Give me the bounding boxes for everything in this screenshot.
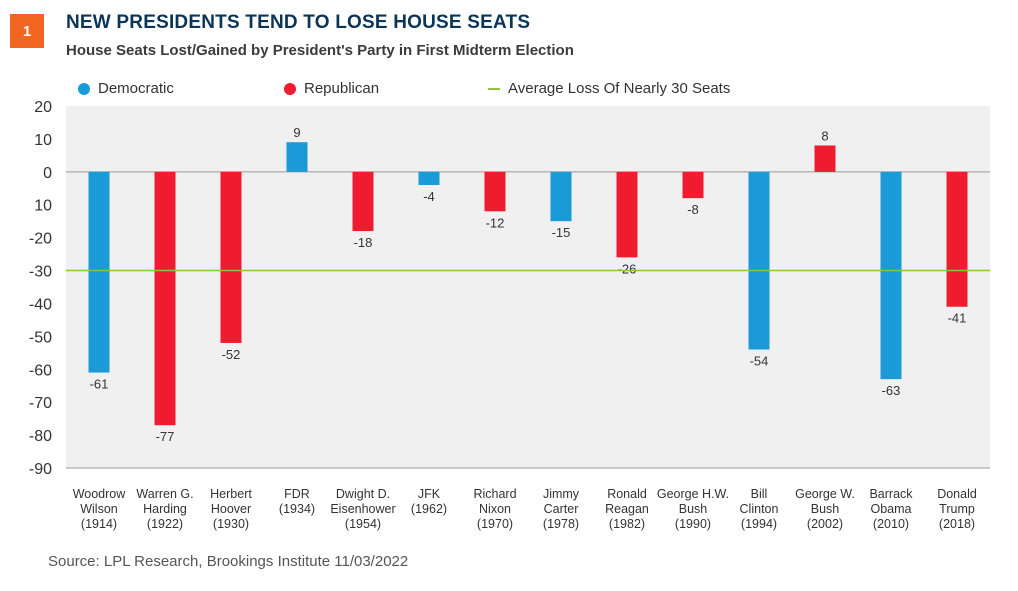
data-label-3: -52: [222, 347, 241, 362]
data-label-10: -8: [687, 202, 699, 217]
bar-5: [352, 171, 374, 232]
x-tick-label-12: George W. Bush (2002): [795, 487, 855, 531]
y-tick-label: 0: [43, 165, 52, 182]
legend-item-average: Average Loss Of Nearly 30 Seats: [488, 80, 730, 97]
y-tick-label: -40: [29, 296, 52, 313]
legend-label-average: Average Loss Of Nearly 30 Seats: [508, 80, 731, 97]
y-tick-label: 10: [34, 198, 52, 215]
legend-swatch-democratic: [78, 82, 90, 95]
legend-item-republican: Republican: [284, 80, 379, 97]
x-tick-label-3: Herbert Hoover (1930): [210, 487, 252, 531]
y-tick-label: -30: [29, 264, 52, 281]
bar-2: [154, 171, 176, 426]
data-label-12: 8: [821, 128, 828, 143]
data-label-4: 9: [293, 125, 300, 140]
x-tick-label-13: Barrack Obama (2010): [869, 487, 913, 531]
chart-title: NEW PRESIDENTS TEND TO LOSE HOUSE SEATS: [66, 12, 531, 33]
data-label-11: -54: [750, 354, 769, 369]
legend-item-democratic: Democratic: [78, 80, 174, 97]
legend-label-republican: Republican: [304, 80, 380, 97]
bar-14: [946, 171, 968, 307]
x-tick-label-7: Richard Nixon (1970): [473, 487, 516, 531]
bar-4: [286, 142, 308, 172]
y-tick-label: -60: [29, 362, 52, 379]
bar-11: [748, 171, 770, 350]
data-label-2: -77: [156, 429, 175, 444]
chart-subtitle: House Seats Lost/Gained by President's P…: [66, 42, 574, 59]
x-tick-label-9: Ronald Reagan (1982): [605, 487, 649, 531]
legend: Democratic Republican Average Loss Of Ne…: [0, 80, 1018, 100]
bar-13: [880, 171, 902, 380]
y-tick-label: 10: [34, 132, 52, 149]
data-label-5: -18: [354, 235, 373, 250]
y-tick-label: -50: [29, 329, 52, 346]
bar-10: [682, 171, 704, 199]
bar-1: [88, 171, 110, 373]
x-tick-label-8: Jimmy Carter (1978): [543, 487, 580, 531]
bar-9: [616, 171, 638, 258]
x-tick-label-14: Donald Trump (2018): [937, 487, 977, 531]
data-label-8: -15: [552, 225, 571, 240]
y-tick-label: 20: [34, 99, 52, 116]
legend-swatch-republican: [284, 82, 296, 95]
bar-8: [550, 171, 572, 222]
data-label-7: -12: [486, 215, 505, 230]
data-label-13: -63: [882, 383, 901, 398]
x-tick-label-2: Warren G. Harding (1922): [136, 487, 193, 531]
bar-12: [814, 145, 836, 172]
data-label-1: -61: [90, 377, 109, 392]
x-tick-label-1: Woodrow Wilson (1914): [73, 487, 127, 531]
source-note: Source: LPL Research, Brookings Institut…: [48, 553, 409, 570]
x-tick-label-6: JFK (1962): [411, 487, 447, 516]
bar-7: [484, 171, 506, 212]
y-tick-label: -90: [29, 461, 52, 478]
legend-swatch-average: [488, 83, 500, 95]
y-tick-label: -70: [29, 395, 52, 412]
data-label-9: -26: [618, 261, 637, 276]
legend-label-democratic: Democratic: [98, 80, 174, 97]
y-tick-label: -20: [29, 231, 52, 248]
bar-6: [418, 171, 440, 185]
x-tick-label-11: Bill Clinton (1994): [740, 487, 779, 531]
figure-number-badge: 1: [10, 14, 44, 48]
data-label-14: -41: [948, 311, 967, 326]
data-label-6: -4: [423, 189, 435, 204]
plot-area: [66, 106, 990, 468]
x-tick-label-10: George H.W. Bush (1990): [657, 487, 729, 531]
y-tick-label: -80: [29, 428, 52, 445]
bar-3: [220, 171, 242, 343]
x-tick-label-4: FDR (1934): [279, 487, 315, 516]
x-tick-label-5: Dwight D. Eisenhower (1954): [330, 487, 395, 531]
